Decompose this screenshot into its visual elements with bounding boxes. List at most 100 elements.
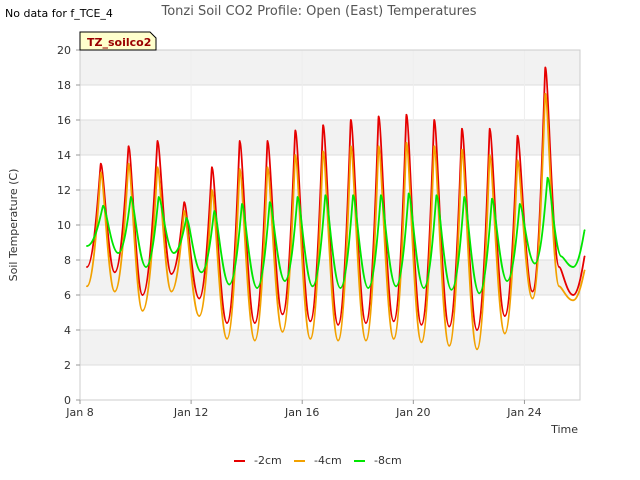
data-point <box>253 339 256 342</box>
data-point <box>433 119 436 121</box>
legend-label: -8cm <box>374 454 402 467</box>
data-point <box>506 280 508 282</box>
data-point <box>463 196 466 198</box>
data-point <box>268 201 271 204</box>
legend-label: -4cm <box>314 454 342 467</box>
data-point <box>461 127 463 130</box>
data-point <box>503 315 506 317</box>
data-point <box>337 323 340 326</box>
y-tick-label: 8 <box>64 254 71 267</box>
data-point <box>450 288 453 291</box>
data-point <box>433 145 436 148</box>
data-point <box>392 320 395 323</box>
data-point <box>241 203 243 205</box>
data-point <box>170 273 173 275</box>
data-point <box>99 171 102 174</box>
data-point <box>226 337 228 340</box>
x-tick-label: Jan 12 <box>173 406 208 419</box>
data-point <box>533 262 536 265</box>
data-point <box>213 210 216 212</box>
plot-band <box>80 365 580 400</box>
data-point <box>349 119 352 121</box>
data-point <box>127 145 130 148</box>
x-tick-label: Jan 8 <box>65 406 93 419</box>
y-tick-label: 0 <box>64 394 71 407</box>
site-label-box: TZ_soilco2 <box>79 31 157 51</box>
legend: -2cm -4cm -8cm <box>234 454 402 467</box>
y-tick-label: 16 <box>57 114 71 127</box>
data-point <box>349 145 352 148</box>
data-point <box>185 217 188 219</box>
data-point <box>183 201 186 204</box>
y-tick-label: 18 <box>57 79 71 92</box>
data-point <box>531 297 534 300</box>
data-point <box>183 210 186 212</box>
data-point <box>448 344 451 347</box>
data-point <box>395 285 397 288</box>
y-tick-label: 6 <box>64 289 71 302</box>
data-point <box>322 124 324 127</box>
y-tick-label: 2 <box>64 359 71 372</box>
legend-label: -2cm <box>254 454 282 467</box>
plot-band <box>80 120 580 155</box>
y-tick-label: 20 <box>57 44 71 57</box>
data-point <box>324 194 327 197</box>
data-point <box>172 252 175 254</box>
data-point <box>86 245 88 247</box>
y-tick-label: 10 <box>57 219 71 232</box>
data-point <box>281 313 284 316</box>
data-point <box>435 194 438 197</box>
data-point <box>352 194 355 197</box>
y-axis-ticks: 0 2 4 6 8 10 12 14 16 18 20 <box>57 44 80 407</box>
data-point <box>141 294 144 296</box>
data-point <box>488 154 491 156</box>
data-point <box>130 196 132 198</box>
data-point <box>337 339 340 342</box>
data-point <box>544 92 547 95</box>
data-point <box>86 285 88 288</box>
data-point <box>377 115 380 118</box>
y-tick-label: 4 <box>64 324 71 337</box>
data-point <box>364 322 367 324</box>
data-point <box>405 141 408 144</box>
data-point <box>583 229 586 232</box>
data-point <box>322 150 324 153</box>
data-point <box>448 325 451 328</box>
data-point <box>407 192 410 195</box>
data-point <box>283 280 286 282</box>
data-point <box>99 162 102 165</box>
data-point <box>256 287 258 289</box>
data-point <box>198 297 201 300</box>
data-point <box>476 348 478 351</box>
data-point <box>518 203 521 205</box>
data-point <box>558 266 561 268</box>
data-point <box>296 196 299 198</box>
data-point <box>113 271 116 274</box>
data-point <box>364 339 367 342</box>
data-point <box>86 266 88 268</box>
data-point <box>503 332 506 335</box>
data-point <box>200 271 203 274</box>
data-point <box>226 322 228 324</box>
data-point <box>309 337 312 340</box>
data-point <box>127 162 130 165</box>
y-axis-label: Soil Temperature (C) <box>7 169 20 282</box>
data-point <box>544 66 547 69</box>
data-point <box>156 166 159 169</box>
no-data-note: No data for f_TCE_4 <box>5 7 113 20</box>
data-point <box>102 204 105 207</box>
data-point <box>516 159 519 162</box>
data-point <box>157 196 160 198</box>
data-point <box>488 127 491 130</box>
data-point <box>238 140 241 142</box>
data-point <box>141 309 144 312</box>
data-point <box>294 154 297 156</box>
data-point <box>583 269 586 272</box>
data-point <box>422 287 425 289</box>
y-tick-label: 12 <box>57 184 71 197</box>
data-point <box>238 168 241 170</box>
data-point <box>311 285 314 288</box>
data-point <box>113 290 116 293</box>
data-point <box>339 287 342 289</box>
